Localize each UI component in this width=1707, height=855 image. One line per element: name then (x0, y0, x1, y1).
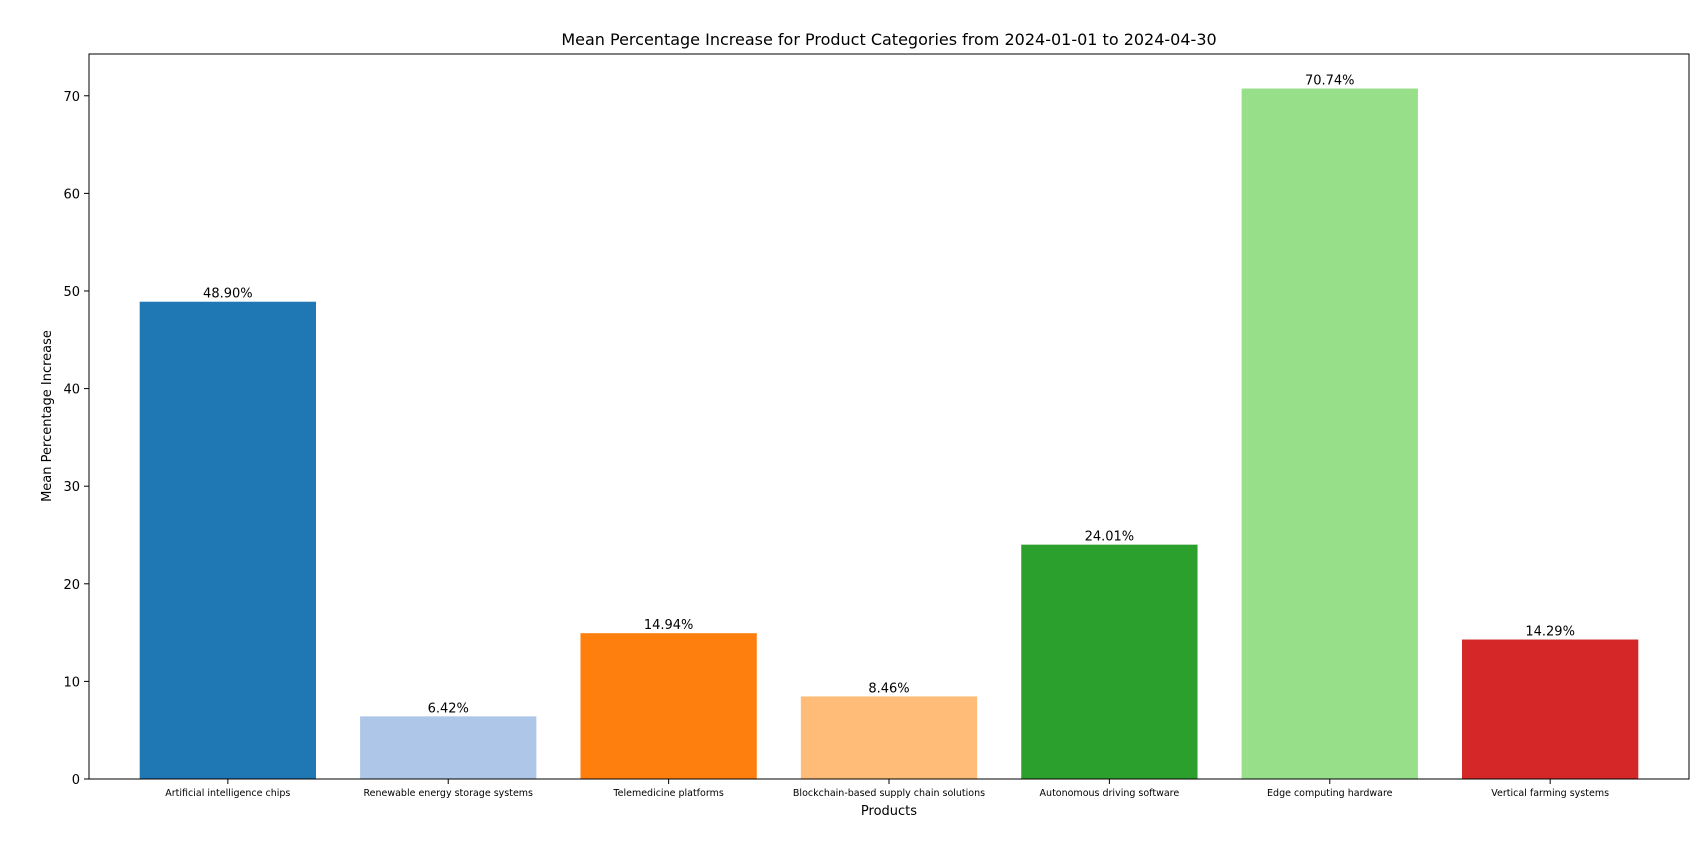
x-tick-label: Artificial intelligence chips (165, 788, 290, 799)
bar (1241, 88, 1418, 779)
y-tick-label: 70 (63, 90, 80, 105)
bar-value-label: 14.94% (644, 618, 694, 633)
bar (1021, 544, 1198, 779)
bar (360, 716, 537, 779)
bar-value-label: 24.01% (1085, 530, 1135, 545)
plot-area: 0 10 20 30 40 50 60 70 48.90% Artificial intellig… (63, 74, 1639, 799)
bar-value-label: 14.29% (1525, 625, 1575, 640)
bar-value-label: 6.42% (428, 701, 469, 716)
x-tick-label: Blockchain-based supply chain solutions (793, 788, 985, 799)
plot-frame (88, 53, 1690, 780)
bar-value-label: 70.74% (1305, 74, 1355, 89)
chart-title: Mean Percentage Increase for Product Cat… (561, 30, 1216, 49)
y-axis-label: Mean Percentage Increase (40, 330, 55, 502)
y-tick-label: 20 (63, 578, 80, 593)
bar (1462, 639, 1639, 779)
bar-value-label: 8.46% (868, 681, 909, 696)
x-tick-label: Autonomous driving software (1040, 788, 1180, 799)
bar-value-label: 48.90% (203, 287, 253, 302)
x-tick-label: Telemedicine platforms (612, 788, 723, 799)
x-axis-label: Products (861, 804, 917, 819)
x-tick-label: Vertical farming systems (1491, 788, 1609, 799)
y-tick-label: 40 (63, 383, 80, 398)
x-tick-label: Edge computing hardware (1267, 788, 1393, 799)
bar (580, 633, 757, 779)
bar (800, 696, 978, 779)
y-tick-label: 50 (63, 285, 80, 300)
y-tick-label: 60 (63, 187, 80, 202)
y-tick-label: 10 (63, 675, 80, 690)
x-tick-label: Renewable energy storage systems (363, 788, 533, 799)
y-tick-label: 30 (63, 480, 80, 495)
bar (139, 301, 316, 779)
y-tick-label: 0 (72, 773, 80, 788)
